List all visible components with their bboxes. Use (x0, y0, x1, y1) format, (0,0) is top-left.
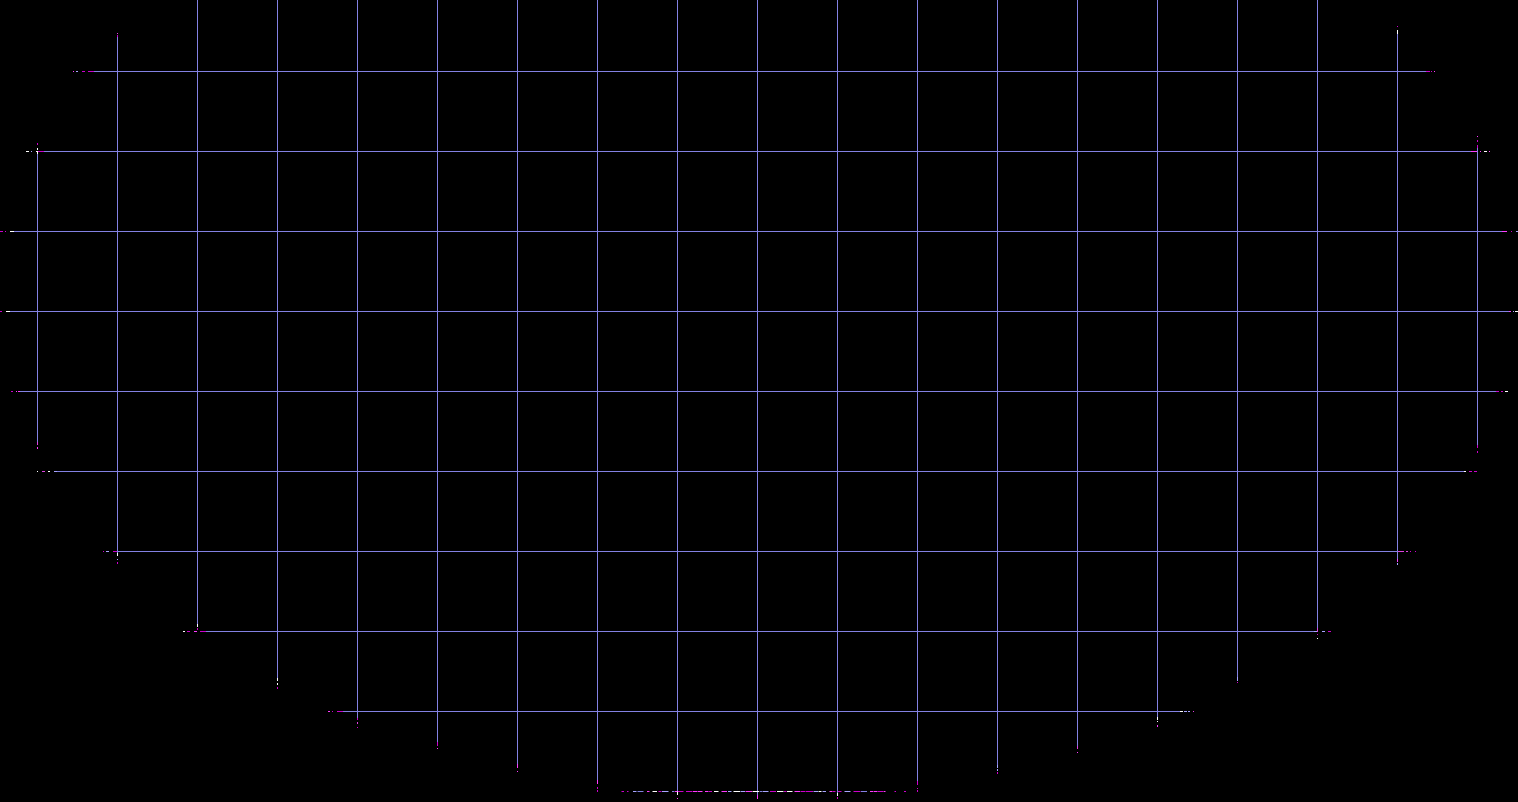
dome-grid-canvas (0, 0, 1518, 802)
screen (0, 0, 1518, 802)
background (0, 0, 1518, 802)
